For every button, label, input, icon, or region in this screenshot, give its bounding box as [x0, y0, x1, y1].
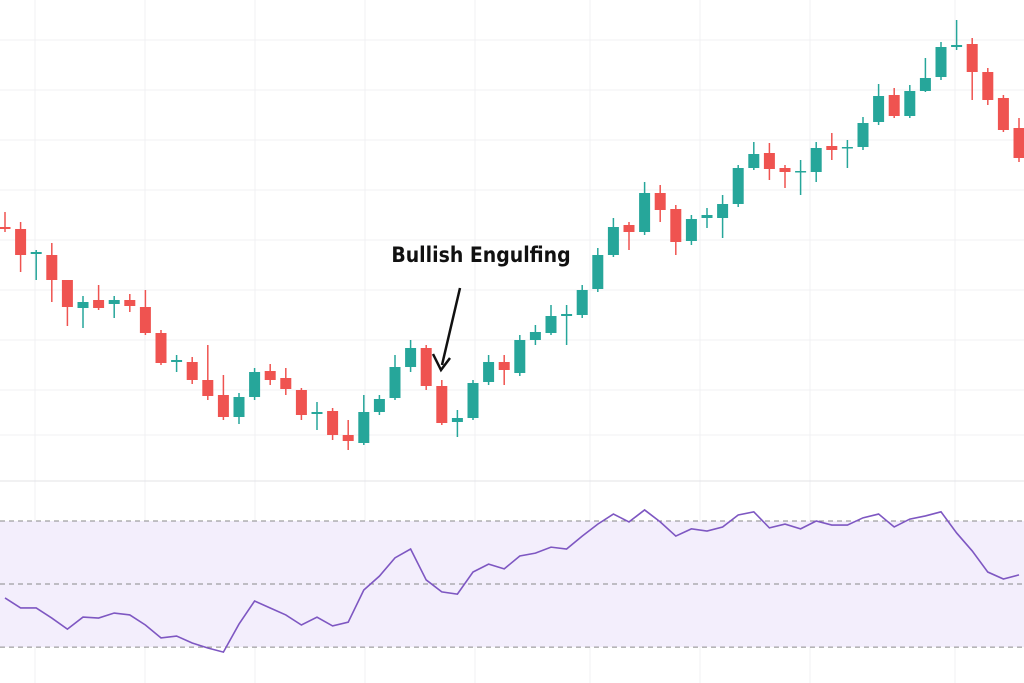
candle-body	[373, 399, 385, 412]
rsi-band	[0, 520, 1024, 648]
candle-body	[233, 397, 245, 417]
candle-body	[592, 255, 604, 289]
candle-body	[498, 362, 510, 370]
candle-body	[108, 300, 120, 304]
candle-body	[623, 225, 635, 232]
candle-body	[467, 383, 479, 418]
rsi-line	[4, 508, 1020, 654]
candle-body	[545, 316, 557, 333]
candle-body	[0, 227, 11, 229]
candle-body	[748, 154, 760, 168]
candle-body	[77, 302, 89, 308]
candle-body	[46, 255, 58, 280]
candle-body	[763, 153, 775, 169]
candle-body	[810, 148, 822, 172]
candle-body	[919, 78, 931, 91]
candle-body	[888, 95, 900, 116]
annotation-arrow-head	[431, 353, 451, 373]
candle-body	[171, 360, 183, 362]
candle-body	[358, 412, 370, 443]
candle-body	[717, 204, 729, 218]
candle-body	[997, 98, 1009, 130]
candle-body	[873, 96, 885, 122]
candle-body	[217, 395, 229, 417]
candle-body	[576, 290, 588, 315]
candle-body	[93, 300, 105, 308]
candle-body	[249, 372, 261, 397]
candle-body	[607, 227, 619, 255]
candle-body	[186, 362, 198, 380]
candle-body	[295, 390, 307, 415]
candle-body	[436, 386, 448, 423]
candle-body	[420, 348, 432, 386]
candle-body	[124, 300, 136, 306]
candle-body	[982, 72, 994, 100]
candle-body	[904, 91, 916, 116]
candle-body	[139, 307, 151, 333]
candle-body	[514, 340, 526, 373]
candle-body	[264, 371, 276, 380]
candle-body	[155, 333, 167, 363]
candle-body	[561, 314, 573, 316]
candle-body	[935, 47, 947, 77]
candle-body	[15, 229, 27, 255]
candle-body	[841, 147, 853, 149]
candle-body	[405, 348, 417, 367]
candle-body	[342, 435, 354, 441]
candle-body	[732, 168, 744, 204]
candle-body	[202, 380, 214, 396]
candle-body	[701, 215, 713, 218]
candle-body	[483, 362, 495, 382]
annotation-arrow	[440, 287, 462, 366]
candle-body	[389, 367, 401, 398]
candle-body	[951, 45, 963, 47]
candle-body	[779, 168, 791, 172]
candle-body	[966, 44, 978, 72]
candle-body	[857, 123, 869, 147]
candle-body	[1013, 128, 1024, 158]
annotation: Bullish Engulfing	[391, 243, 570, 267]
candle-body	[327, 411, 339, 435]
candle-body	[654, 193, 666, 210]
candle-body	[795, 171, 807, 173]
candle-body	[311, 412, 323, 414]
candle-body	[826, 146, 838, 150]
candle-body	[280, 378, 292, 389]
candle-body	[685, 219, 697, 241]
candle-body	[30, 252, 42, 254]
candle-body	[529, 332, 541, 340]
candle-body	[451, 418, 463, 422]
candle-body	[61, 280, 73, 307]
candle-body	[670, 209, 682, 242]
candle-body	[639, 193, 651, 232]
